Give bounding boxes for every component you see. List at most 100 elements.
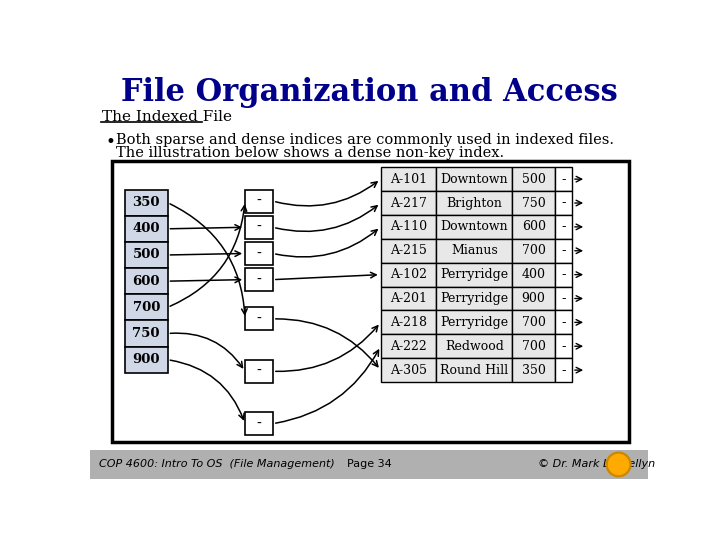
Bar xyxy=(125,190,168,215)
Text: Round Hill: Round Hill xyxy=(441,363,508,376)
Bar xyxy=(513,358,555,382)
Bar xyxy=(125,347,168,373)
Bar xyxy=(555,287,572,310)
Text: 750: 750 xyxy=(522,197,546,210)
Text: 500: 500 xyxy=(132,248,160,261)
Bar xyxy=(436,215,513,239)
Text: -: - xyxy=(256,364,261,378)
Bar xyxy=(436,310,513,334)
Text: -: - xyxy=(562,316,566,329)
Bar xyxy=(245,307,273,330)
Text: Mianus: Mianus xyxy=(451,244,498,257)
Text: 900: 900 xyxy=(522,292,546,305)
Bar xyxy=(381,167,436,191)
Bar xyxy=(381,262,436,287)
Text: 700: 700 xyxy=(522,340,546,353)
Circle shape xyxy=(606,452,631,477)
Bar xyxy=(245,215,273,239)
Text: A-110: A-110 xyxy=(390,220,427,233)
Text: Perryridge: Perryridge xyxy=(441,268,508,281)
Bar xyxy=(381,191,436,215)
Text: Perryridge: Perryridge xyxy=(441,316,508,329)
Bar xyxy=(513,191,555,215)
Bar xyxy=(245,412,273,435)
Text: A-222: A-222 xyxy=(390,340,427,353)
Bar xyxy=(245,190,273,213)
Text: © Dr. Mark Llewellyn: © Dr. Mark Llewellyn xyxy=(538,460,655,469)
Bar xyxy=(112,161,629,442)
Bar xyxy=(381,358,436,382)
Bar xyxy=(555,310,572,334)
Text: -: - xyxy=(256,220,261,234)
Text: •: • xyxy=(106,132,115,151)
Text: COP 4600: Intro To OS  (File Management): COP 4600: Intro To OS (File Management) xyxy=(99,460,335,469)
Text: 350: 350 xyxy=(522,363,546,376)
Bar xyxy=(245,360,273,383)
Text: Downtown: Downtown xyxy=(441,220,508,233)
Bar xyxy=(555,191,572,215)
Text: 700: 700 xyxy=(522,244,546,257)
Text: -: - xyxy=(562,340,566,353)
Text: 350: 350 xyxy=(132,196,160,209)
Text: -: - xyxy=(562,292,566,305)
Text: A-201: A-201 xyxy=(390,292,427,305)
Bar xyxy=(436,287,513,310)
Text: A-101: A-101 xyxy=(390,173,427,186)
Text: 400: 400 xyxy=(132,222,160,235)
Bar xyxy=(555,358,572,382)
Text: Redwood: Redwood xyxy=(445,340,504,353)
Text: -: - xyxy=(256,194,261,208)
Text: 700: 700 xyxy=(522,316,546,329)
Bar xyxy=(555,262,572,287)
Text: Page 34: Page 34 xyxy=(346,460,392,469)
Bar xyxy=(436,167,513,191)
Text: 700: 700 xyxy=(132,301,160,314)
Bar xyxy=(513,215,555,239)
Bar xyxy=(245,242,273,265)
Text: Downtown: Downtown xyxy=(441,173,508,186)
Circle shape xyxy=(608,455,629,475)
Text: 400: 400 xyxy=(522,268,546,281)
Bar xyxy=(381,310,436,334)
Bar xyxy=(555,239,572,262)
Bar xyxy=(555,215,572,239)
Text: A-217: A-217 xyxy=(390,197,427,210)
Bar xyxy=(125,268,168,294)
Bar xyxy=(125,294,168,320)
Text: -: - xyxy=(562,173,566,186)
Bar xyxy=(513,239,555,262)
Text: A-102: A-102 xyxy=(390,268,427,281)
Bar xyxy=(513,262,555,287)
Text: -: - xyxy=(562,220,566,233)
Bar xyxy=(436,334,513,358)
Bar xyxy=(436,191,513,215)
Text: -: - xyxy=(562,244,566,257)
Text: A-215: A-215 xyxy=(390,244,427,257)
Bar xyxy=(125,320,168,347)
Bar xyxy=(555,167,572,191)
Text: 500: 500 xyxy=(522,173,546,186)
Text: A-218: A-218 xyxy=(390,316,427,329)
Text: -: - xyxy=(256,246,261,260)
Text: The Indexed File: The Indexed File xyxy=(102,110,233,124)
Bar xyxy=(381,239,436,262)
Text: -: - xyxy=(256,312,261,326)
Bar xyxy=(436,262,513,287)
Bar xyxy=(125,215,168,242)
Text: Perryridge: Perryridge xyxy=(441,292,508,305)
Text: -: - xyxy=(562,197,566,210)
Bar xyxy=(245,268,273,291)
Bar xyxy=(381,334,436,358)
Bar xyxy=(90,450,648,479)
Bar xyxy=(513,334,555,358)
Bar xyxy=(513,287,555,310)
Text: -: - xyxy=(562,268,566,281)
Bar xyxy=(381,215,436,239)
Text: The illustration below shows a dense non-key index.: The illustration below shows a dense non… xyxy=(116,146,504,160)
Text: -: - xyxy=(562,363,566,376)
Bar xyxy=(513,310,555,334)
Text: 750: 750 xyxy=(132,327,160,340)
Text: 600: 600 xyxy=(132,275,160,288)
Bar xyxy=(436,239,513,262)
Text: Brighton: Brighton xyxy=(446,197,503,210)
